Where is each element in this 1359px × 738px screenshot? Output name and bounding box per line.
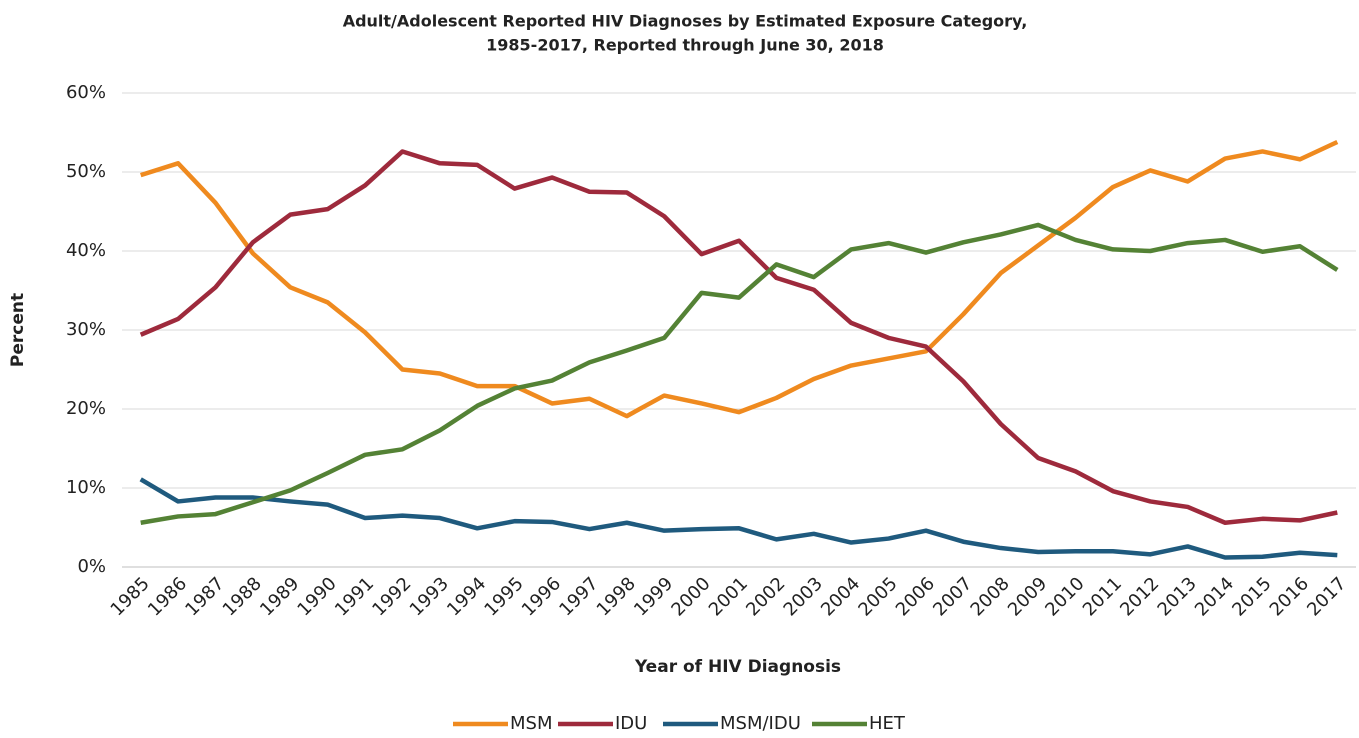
x-tick-label: 2008 <box>967 573 1014 620</box>
legend-label: MSM/IDU <box>720 713 801 734</box>
y-tick-label: 20% <box>66 398 106 419</box>
x-tick-label: 1986 <box>144 573 191 620</box>
x-tick-label: 2006 <box>892 573 939 620</box>
data-line <box>139 477 1338 560</box>
x-tick-label: 1985 <box>107 573 154 620</box>
data-line <box>139 149 1338 526</box>
x-tick-label: 1992 <box>368 573 415 620</box>
x-tick-label: 1996 <box>518 573 565 620</box>
y-axis-title: Percent <box>8 293 28 367</box>
x-tick-label: 2004 <box>817 573 864 620</box>
x-tick-label: 2001 <box>705 573 752 620</box>
x-tick-label: 2002 <box>742 573 789 620</box>
y-tick-label: 40% <box>66 240 106 261</box>
y-tick-label: 0% <box>77 556 106 577</box>
data-line <box>140 222 1339 525</box>
x-tick-label: 1994 <box>443 573 490 620</box>
x-tick-label: 2000 <box>667 573 714 620</box>
chart-title: Adult/Adolescent Reported HIV Diagnoses … <box>343 12 1028 31</box>
x-tick-label: 1988 <box>219 573 266 620</box>
x-tick-label: 1993 <box>406 573 453 620</box>
y-tick-label: 10% <box>66 477 106 498</box>
x-tick-label: 1997 <box>555 573 602 620</box>
y-tick-label: 30% <box>66 319 106 340</box>
x-tick-label: 2012 <box>1116 573 1163 620</box>
x-tick-label: 2005 <box>854 573 901 620</box>
x-tick-label: 2007 <box>929 573 976 620</box>
x-tick-label: 2016 <box>1266 573 1313 620</box>
x-tick-label: 2014 <box>1191 573 1238 620</box>
x-tick-label: 1990 <box>293 573 340 620</box>
x-tick-label: 1995 <box>480 573 527 620</box>
legend-label: IDU <box>615 713 647 734</box>
data-line <box>140 139 1339 419</box>
x-axis-title: Year of HIV Diagnosis <box>634 657 841 677</box>
chart-title: 1985-2017, Reported through June 30, 201… <box>486 36 884 55</box>
x-tick-label: 1998 <box>593 573 640 620</box>
x-tick-label: 2017 <box>1303 573 1350 620</box>
x-tick-label: 2009 <box>1004 573 1051 620</box>
legend-label: MSM <box>510 713 553 734</box>
x-tick-label: 2015 <box>1228 573 1275 620</box>
x-tick-label: 1987 <box>181 573 228 620</box>
x-tick-label: 2003 <box>780 573 827 620</box>
legend-label: HET <box>869 713 906 734</box>
x-tick-label: 1989 <box>256 573 303 620</box>
x-tick-label: 2010 <box>1041 573 1088 620</box>
x-tick-label: 2011 <box>1079 573 1126 620</box>
x-tick-label: 2013 <box>1154 573 1201 620</box>
x-tick-label: 1999 <box>630 573 677 620</box>
x-tick-label: 1991 <box>331 573 378 620</box>
y-tick-label: 50% <box>66 161 106 182</box>
y-tick-label: 60% <box>66 82 106 103</box>
